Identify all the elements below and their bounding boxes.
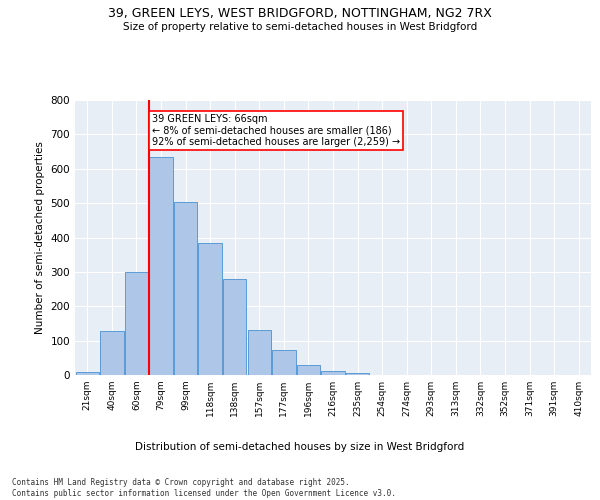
Text: 39 GREEN LEYS: 66sqm
← 8% of semi-detached houses are smaller (186)
92% of semi-: 39 GREEN LEYS: 66sqm ← 8% of semi-detach…	[152, 114, 401, 147]
Bar	[223, 280, 247, 375]
Bar	[174, 202, 197, 375]
Bar	[149, 156, 173, 375]
Y-axis label: Number of semi-detached properties: Number of semi-detached properties	[35, 141, 45, 334]
Text: Contains HM Land Registry data © Crown copyright and database right 2025.
Contai: Contains HM Land Registry data © Crown c…	[12, 478, 396, 498]
Bar	[248, 330, 271, 375]
Bar	[199, 242, 222, 375]
Text: Size of property relative to semi-detached houses in West Bridgford: Size of property relative to semi-detach…	[123, 22, 477, 32]
Bar	[297, 366, 320, 375]
Bar	[76, 372, 99, 375]
Text: 39, GREEN LEYS, WEST BRIDGFORD, NOTTINGHAM, NG2 7RX: 39, GREEN LEYS, WEST BRIDGFORD, NOTTINGH…	[108, 8, 492, 20]
Bar	[125, 272, 148, 375]
Bar	[100, 331, 124, 375]
Bar	[272, 350, 296, 375]
Bar	[346, 372, 369, 375]
Text: Distribution of semi-detached houses by size in West Bridgford: Distribution of semi-detached houses by …	[136, 442, 464, 452]
Bar	[322, 370, 344, 375]
